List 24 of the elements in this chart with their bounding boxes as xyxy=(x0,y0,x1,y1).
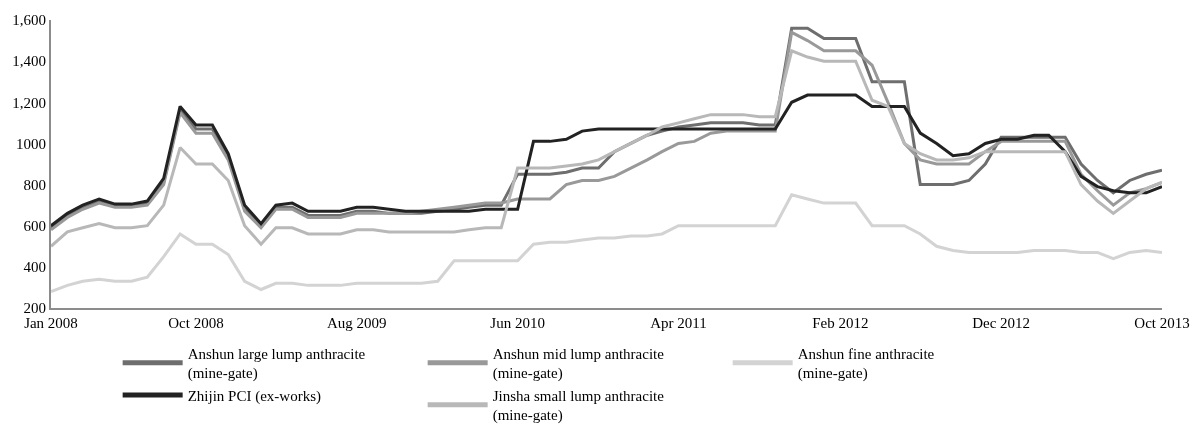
y-tick-label: 600 xyxy=(23,217,46,234)
x-tick-label: Apr 2011 xyxy=(650,315,707,331)
legend-label: Anshun mid lump anthracite (mine-gate) xyxy=(492,345,665,383)
x-tick-label: Aug 2009 xyxy=(326,315,387,331)
y-tick-label: 200 xyxy=(23,300,46,317)
line-series xyxy=(51,93,1162,228)
x-tick-label: Feb 2012 xyxy=(812,315,869,331)
line-series xyxy=(51,193,1162,294)
y-tick-label: 400 xyxy=(23,259,46,276)
legend-label: Jinsha small lump anthracite (mine-gate) xyxy=(492,387,665,425)
x-tick-label: Oct 2008 xyxy=(168,315,224,331)
legend-label: Anshun large lump anthracite (mine-gate) xyxy=(187,345,366,383)
y-tick-label: 1,600 xyxy=(12,12,46,29)
y-tick-label: 1,200 xyxy=(12,94,46,111)
legend-label: Anshun fine anthracite (mine-gate) xyxy=(797,345,935,383)
x-tick-label: Dec 2012 xyxy=(972,315,1031,331)
x-tick-label: Jan 2008 xyxy=(24,315,78,331)
y-tick-label: 800 xyxy=(23,176,46,193)
x-tick-label: Oct 2013 xyxy=(1134,315,1190,331)
line-series xyxy=(51,49,1162,248)
y-tick-label: 1,400 xyxy=(12,53,46,70)
legend-label: Zhijin PCI (ex-works) xyxy=(187,387,321,405)
x-tick-label: Jun 2010 xyxy=(490,315,545,331)
y-tick-label: 1000 xyxy=(16,135,46,152)
